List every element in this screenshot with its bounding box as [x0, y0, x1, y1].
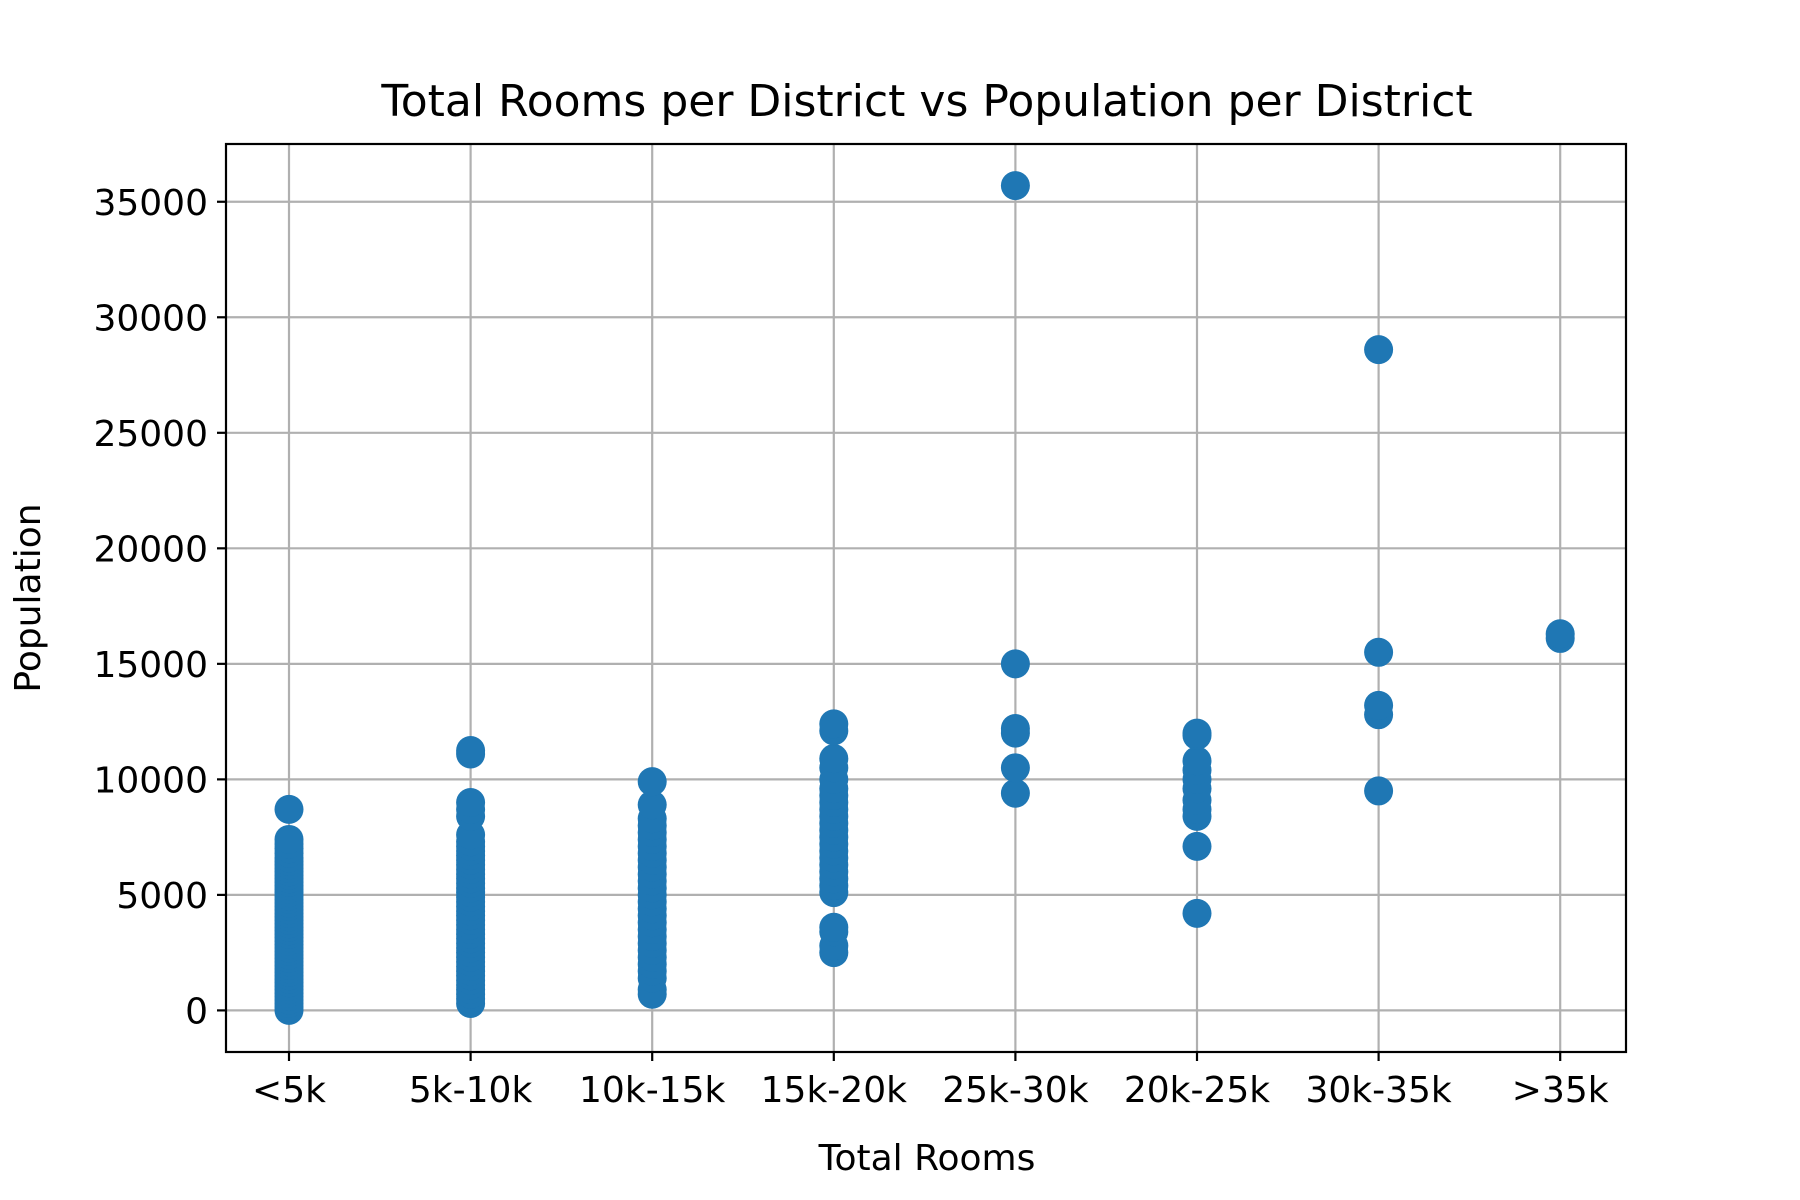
- data-point: [1000, 714, 1030, 744]
- x-tick-label: 20k-25k: [1124, 1070, 1270, 1111]
- data-point: [1182, 898, 1212, 928]
- data-point: [1182, 831, 1212, 861]
- data-point: [1000, 778, 1030, 808]
- y-tick-label: 15000: [93, 645, 208, 686]
- data-point: [637, 790, 667, 820]
- data-point: [1364, 637, 1394, 667]
- y-tick-label: 30000: [93, 298, 208, 339]
- data-point: [819, 744, 849, 774]
- x-tick-label: <5k: [252, 1070, 326, 1111]
- x-tick-label: 15k-20k: [761, 1070, 907, 1111]
- data-point: [637, 767, 667, 797]
- plot-frame: [224, 142, 1628, 1054]
- y-tick-label: 5000: [116, 876, 208, 917]
- data-point: [1000, 753, 1030, 783]
- chart-title: Total Rooms per District vs Population p…: [380, 76, 1472, 127]
- data-point: [1000, 171, 1030, 201]
- data-point: [274, 824, 304, 854]
- data-point: [1000, 649, 1030, 679]
- y-tick-label: 25000: [93, 414, 208, 455]
- data-point: [456, 735, 486, 765]
- data-point: [1364, 335, 1394, 365]
- y-tick-label: 0: [185, 991, 208, 1032]
- data-point: [819, 912, 849, 942]
- data-point: [1364, 690, 1394, 720]
- data-points: [274, 171, 1575, 1025]
- x-tick-label: 5k-10k: [409, 1070, 533, 1111]
- y-tick-label: 35000: [93, 183, 208, 224]
- data-point: [1545, 619, 1575, 649]
- data-point: [456, 787, 486, 817]
- x-tick-label: 10k-15k: [579, 1070, 725, 1111]
- data-point: [1182, 746, 1212, 776]
- y-axis-label: Population: [8, 503, 49, 692]
- data-point: [819, 709, 849, 739]
- data-point: [1182, 718, 1212, 748]
- y-axis-ticks: 0 5000 10000 15000 20000 25000 30000 35000: [93, 183, 226, 1032]
- y-tick-label: 20000: [93, 529, 208, 570]
- data-point: [274, 794, 304, 824]
- data-point: [1364, 776, 1394, 806]
- x-tick-label: >35k: [1512, 1070, 1609, 1111]
- x-tick-label: 30k-35k: [1305, 1070, 1451, 1111]
- x-axis-ticks: <5k 5k-10k 10k-15k 15k-20k 25k-30k 20k-25k 30k…: [252, 1052, 1609, 1111]
- x-axis-label: Total Rooms: [818, 1138, 1036, 1179]
- x-tick-label: 25k-30k: [942, 1070, 1088, 1111]
- y-tick-label: 10000: [93, 760, 208, 801]
